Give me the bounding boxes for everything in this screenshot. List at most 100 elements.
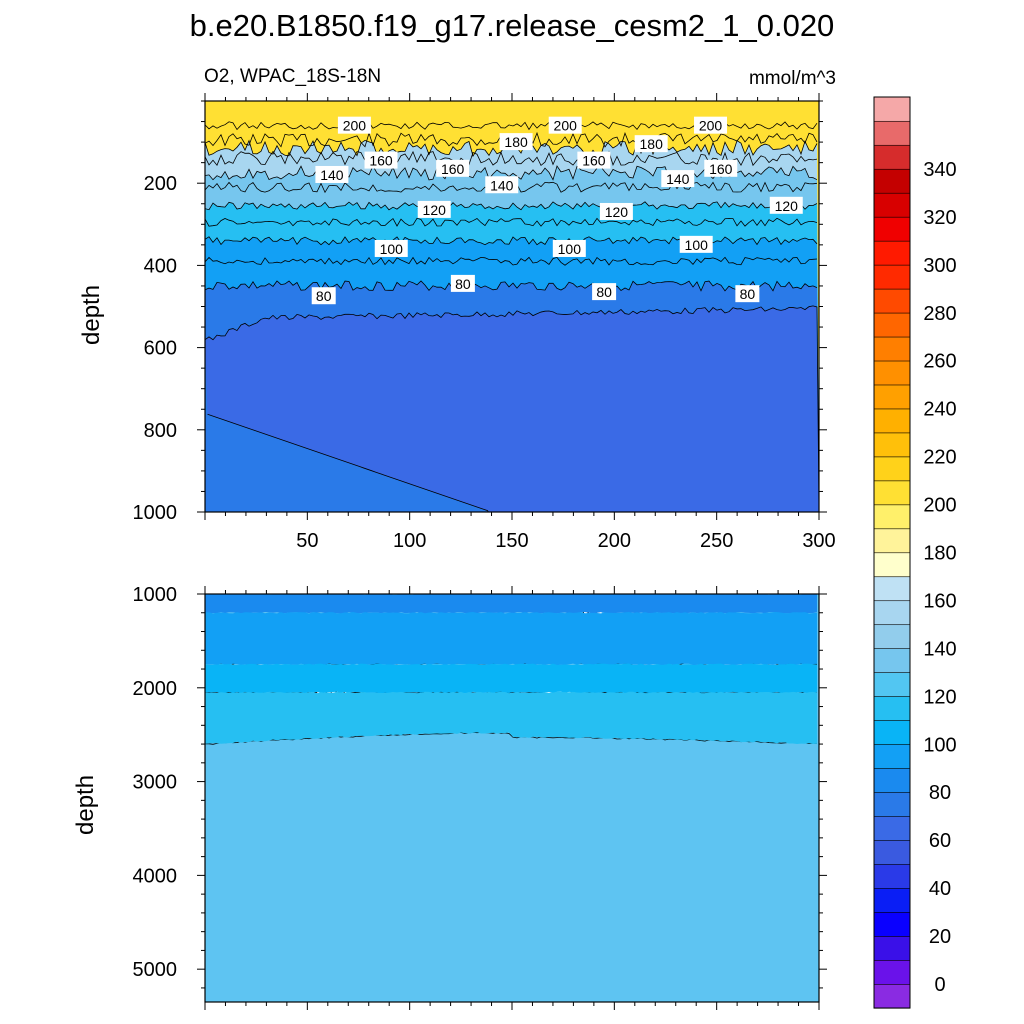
colorbar-label: 40 — [929, 878, 951, 900]
colorbar-swatch — [873, 192, 911, 218]
contour-label-bg — [450, 274, 475, 292]
units-label: mmol/m^3 — [748, 68, 836, 89]
contour-label-text: 180 — [504, 134, 528, 150]
contour-label-bg — [499, 133, 533, 151]
upper-contour-labels: 200 200 200 180 180 160 160 160 160 140 140 140 120 1… — [311, 116, 803, 305]
fill-band — [205, 663, 817, 694]
colorbar-swatch — [873, 96, 911, 122]
fill-band — [205, 691, 817, 744]
fill-band — [205, 594, 817, 614]
y-tick-label: 4000 — [133, 865, 178, 887]
colorbar-label: 200 — [923, 495, 956, 517]
contour-label: 160 — [704, 159, 738, 177]
colorbar-label: 300 — [923, 255, 956, 277]
contour-label-bg — [694, 116, 728, 134]
y-tick-label: 200 — [144, 173, 177, 195]
contour-label: 100 — [679, 235, 713, 253]
colorbar-label: 120 — [923, 686, 956, 708]
contour-label-bg — [661, 170, 695, 188]
colorbar-swatch — [873, 839, 911, 865]
y-tick-label: 1000 — [133, 502, 178, 524]
contour-label: 120 — [417, 200, 451, 218]
colorbar-swatch — [873, 264, 911, 290]
contour-label-bg — [592, 283, 617, 301]
contour-label-bg — [548, 116, 582, 134]
contour-label-bg — [634, 135, 668, 153]
colorbar-swatch — [873, 288, 911, 314]
contour-label-text: 140 — [320, 167, 344, 183]
contour-label-bg — [679, 235, 713, 253]
contour-label-text: 80 — [740, 286, 756, 302]
colorbar-swatch — [873, 672, 911, 697]
contour-label-text: 120 — [605, 204, 629, 220]
contour-label-bg — [485, 176, 519, 194]
contour-label: 80 — [592, 283, 617, 301]
contour-label-text: 160 — [441, 161, 465, 177]
y-tick-label: 400 — [144, 255, 177, 277]
contour-label-text: 160 — [582, 153, 606, 169]
upper-contour-fill: 200 200 200 180 180 160 160 160 160 140 140 140 120 1… — [205, 101, 819, 512]
colorbar-label: 20 — [929, 926, 951, 948]
contour-label-bg — [769, 196, 803, 214]
colorbar-label: 340 — [923, 159, 956, 181]
contour-label: 80 — [311, 287, 336, 305]
contour-label: 120 — [769, 196, 803, 214]
colorbar-swatch — [873, 743, 911, 769]
colorbar-label: 60 — [929, 830, 951, 852]
colorbar-swatch — [873, 144, 911, 170]
contour-label-bg — [364, 151, 398, 169]
colorbar-swatch — [873, 767, 911, 793]
colorbar-swatch — [873, 240, 911, 266]
upper-axes: 50 100 150 200 250 300 200 400 600 800 1000 — [133, 93, 836, 552]
colorbar-swatch — [873, 576, 911, 602]
contour-label-text: 80 — [455, 276, 471, 292]
colorbar-label: 260 — [923, 351, 956, 373]
colorbar-swatch — [873, 336, 911, 362]
y-tick-label: 800 — [144, 420, 177, 442]
colorbar-swatch — [873, 935, 911, 961]
contour-label: 160 — [436, 159, 470, 177]
contour-label-bg — [599, 202, 633, 220]
contour-label: 180 — [634, 135, 668, 153]
contour-label: 160 — [364, 151, 398, 169]
contour-label: 160 — [577, 151, 611, 169]
colorbar-swatch — [873, 887, 911, 913]
contour-line — [205, 280, 818, 292]
contour-label-text: 120 — [423, 202, 447, 218]
contour-label-bg — [704, 159, 738, 177]
contour-label: 140 — [315, 165, 349, 183]
colorbar-label: 180 — [923, 543, 956, 565]
x-tick-label: 200 — [598, 530, 631, 552]
colorbar-swatch — [873, 360, 911, 386]
contour-label-bg — [374, 239, 408, 257]
contour-label-text: 140 — [490, 177, 514, 193]
contour-label: 180 — [499, 133, 533, 151]
x-tick-label: 100 — [393, 530, 426, 552]
y-tick-label: 3000 — [133, 772, 178, 794]
contour-label-bg — [337, 116, 371, 134]
contour-label-text: 80 — [316, 288, 332, 304]
colorbar-label: 0 — [934, 974, 945, 996]
contour-label-bg — [552, 239, 586, 257]
colorbar-swatch — [873, 120, 911, 146]
colorbar: 3403203002802602402202001801601401201008… — [873, 96, 957, 1009]
colorbar-label: 140 — [923, 638, 956, 660]
contour-label: 100 — [374, 239, 408, 257]
y-tick-label: 600 — [144, 338, 177, 360]
colorbar-label: 240 — [923, 399, 956, 421]
contour-label-text: 180 — [639, 136, 663, 152]
contour-label: 200 — [694, 116, 728, 134]
contour-label-bg — [735, 285, 760, 303]
contour-label-text: 100 — [685, 237, 709, 253]
fill-band — [205, 612, 817, 666]
contour-label: 100 — [552, 239, 586, 257]
contour-label-text: 100 — [558, 241, 582, 257]
colorbar-swatch — [873, 911, 911, 937]
contour-line — [205, 201, 818, 211]
colorbar-label: 80 — [929, 782, 951, 804]
colorbar-label: 160 — [923, 590, 956, 612]
contour-label-text: 100 — [380, 241, 404, 257]
contour-label-text: 200 — [554, 118, 578, 134]
contour-label-text: 160 — [709, 161, 733, 177]
colorbar-swatch — [873, 480, 911, 506]
